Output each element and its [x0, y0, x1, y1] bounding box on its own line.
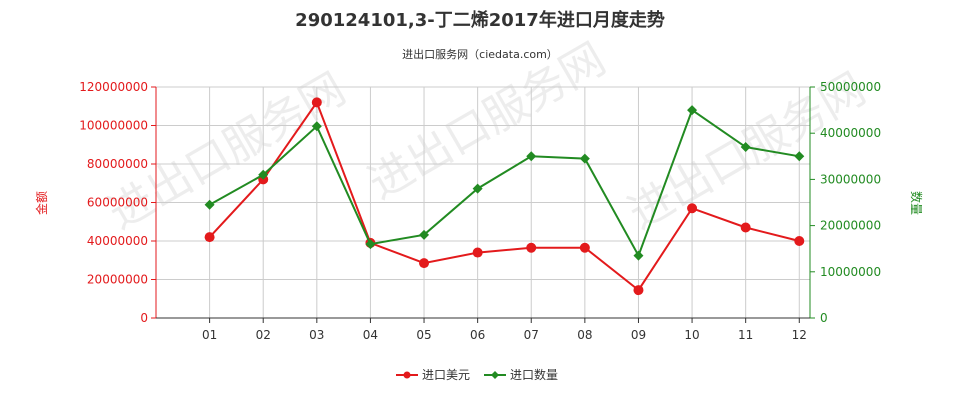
x-tick-label: 07	[524, 328, 539, 342]
data-point-amount[interactable]	[204, 232, 215, 243]
legend-label-amount: 进口美元	[422, 368, 470, 382]
right-tick-label: 40000000	[820, 126, 881, 140]
data-point-amount[interactable]	[794, 236, 805, 246]
legend: 进口美元 进口数量	[396, 367, 558, 382]
legend-marker-amount	[403, 371, 411, 379]
data-point-quantity[interactable]	[687, 105, 698, 116]
data-point-amount[interactable]	[472, 247, 483, 258]
watermark-layer: 进出口服务网 进出口服务网 进出口服务网	[100, 33, 874, 239]
data-point-quantity[interactable]	[740, 142, 751, 153]
left-tick-label: 100000000	[79, 119, 148, 133]
series-layer	[204, 97, 805, 296]
left-tick-label: 80000000	[87, 157, 148, 171]
right-tick-label: 30000000	[820, 172, 881, 186]
data-point-quantity[interactable]	[365, 239, 376, 250]
x-tick-label: 10	[684, 328, 699, 342]
legend-marker-quantity	[491, 371, 499, 379]
data-point-amount[interactable]	[579, 242, 590, 253]
right-tick-label: 10000000	[820, 265, 881, 279]
chart-title: 290124101,3-丁二烯2017年进口月度走势	[295, 9, 665, 31]
left-tick-label: 0	[140, 311, 148, 325]
x-axis-ticks: 01 02 03 04 05 06 07 08 09 10 11 12	[202, 318, 807, 342]
left-axis-ticks: 0 20000000 40000000 60000000 80000000 1000000…	[79, 80, 156, 325]
left-tick-label: 60000000	[87, 196, 148, 210]
legend-item-amount[interactable]: 进口美元	[396, 368, 470, 382]
data-point-quantity[interactable]	[204, 199, 215, 210]
data-point-quantity[interactable]	[472, 183, 483, 194]
data-point-amount[interactable]	[740, 222, 751, 233]
left-tick-label: 20000000	[87, 273, 148, 287]
x-tick-label: 04	[363, 328, 378, 342]
data-point-quantity[interactable]	[419, 229, 430, 240]
x-tick-label: 05	[416, 328, 431, 342]
left-axis-label: 金额	[34, 191, 49, 215]
x-tick-label: 09	[631, 328, 646, 342]
chart-subtitle: 进出口服务网（ciedata.com）	[402, 47, 558, 61]
data-point-quantity[interactable]	[258, 169, 269, 180]
right-tick-label: 0	[820, 311, 828, 325]
data-point-amount[interactable]	[419, 258, 430, 269]
data-point-quantity[interactable]	[311, 121, 322, 132]
right-tick-label: 20000000	[820, 219, 881, 233]
data-point-amount[interactable]	[633, 285, 644, 296]
right-axis-label: 数量	[909, 191, 924, 215]
left-tick-label: 40000000	[87, 234, 148, 248]
data-point-quantity[interactable]	[633, 250, 644, 261]
legend-item-quantity[interactable]: 进口数量	[484, 367, 558, 382]
x-tick-label: 02	[256, 328, 271, 342]
x-tick-label: 01	[202, 328, 217, 342]
data-point-quantity[interactable]	[794, 151, 805, 162]
data-point-quantity[interactable]	[579, 153, 590, 164]
x-tick-label: 08	[577, 328, 592, 342]
x-tick-label: 03	[309, 328, 324, 342]
data-point-amount[interactable]	[311, 97, 322, 108]
legend-label-quantity: 进口数量	[510, 367, 558, 382]
series-line-amount	[208, 100, 800, 292]
x-tick-label: 06	[470, 328, 485, 342]
right-tick-label: 50000000	[820, 80, 881, 94]
grid-lines	[156, 86, 810, 319]
series-line-quantity	[209, 108, 800, 258]
x-tick-label: 12	[792, 328, 807, 342]
data-point-amount[interactable]	[687, 203, 698, 214]
right-axis-ticks: 0 10000000 20000000 30000000 40000000 5000000…	[810, 80, 881, 325]
data-point-amount[interactable]	[526, 242, 537, 253]
data-point-quantity[interactable]	[526, 151, 537, 162]
x-tick-label: 11	[738, 328, 753, 342]
left-tick-label: 120000000	[79, 80, 148, 94]
